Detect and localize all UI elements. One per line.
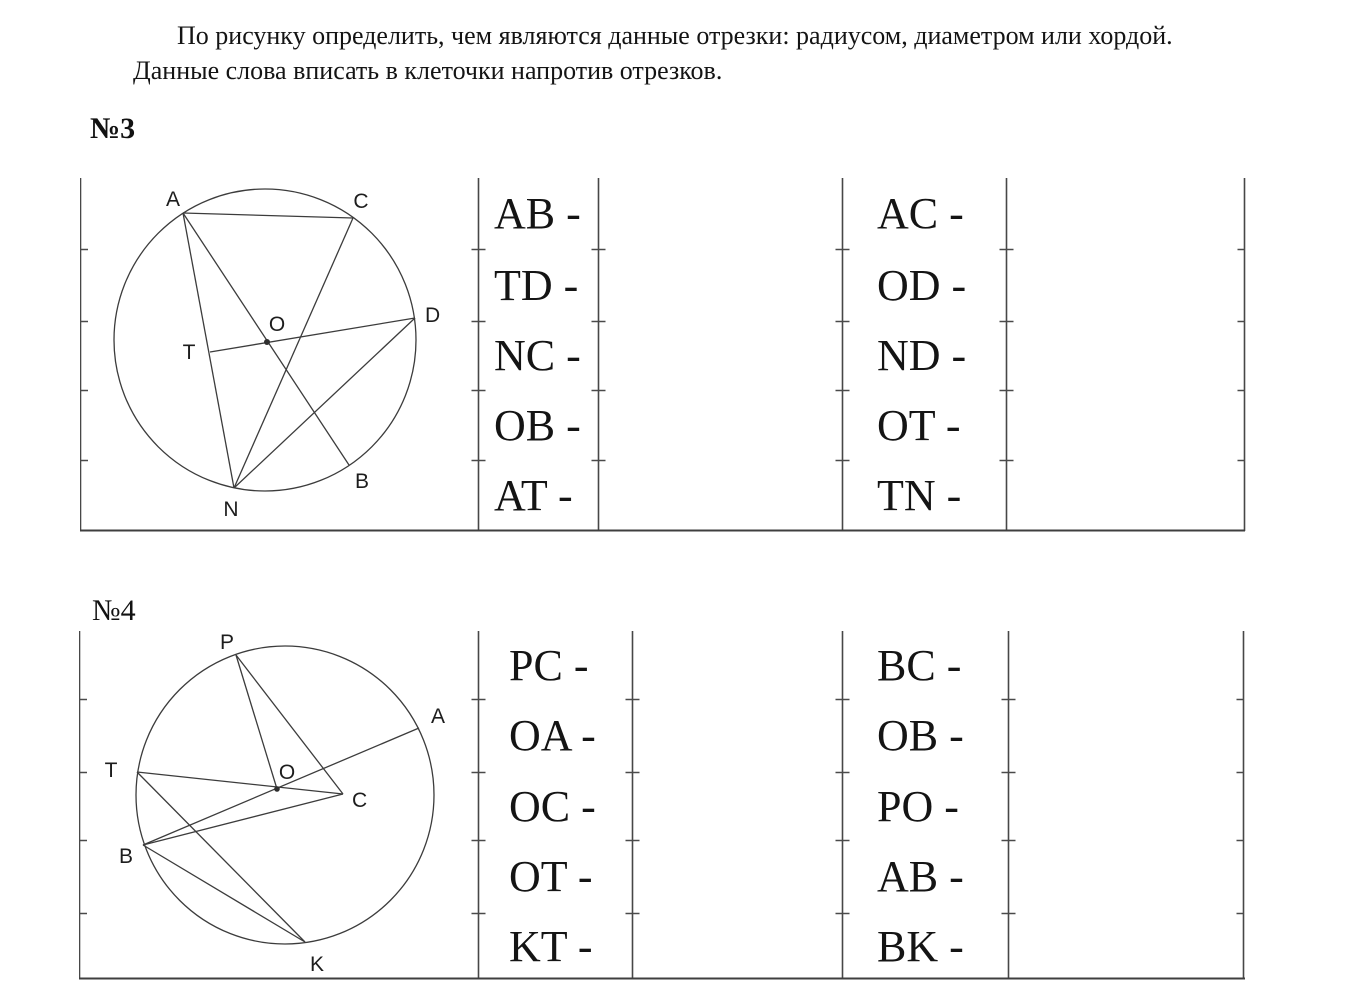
ex4-answer-cell-kt[interactable] <box>632 913 842 979</box>
segment-label-cell: OB - <box>877 711 964 760</box>
segment-label-cell: AB - <box>877 852 964 901</box>
ex4-answer-cell-ot[interactable] <box>632 840 842 913</box>
exercise-4-number: №4 <box>92 594 136 627</box>
ex4-answer-cell-ab[interactable] <box>1008 840 1244 913</box>
segment-label-cell: PC - <box>509 640 589 690</box>
segment-po-line <box>235 654 278 790</box>
point-label-a: A <box>166 188 180 211</box>
ex4-answer-cell-bc[interactable] <box>1008 631 1244 699</box>
center-label-o: O <box>269 313 285 336</box>
ex3-answer-cell-td[interactable] <box>598 249 842 321</box>
segment-label-cell: KT - <box>509 921 593 971</box>
ex3-answer-cell-tn[interactable] <box>1006 460 1244 531</box>
chord-an-line <box>182 212 235 489</box>
segment-label-cell: OT - <box>877 400 961 450</box>
diameter-ba-line <box>142 727 420 846</box>
point-label-d: D <box>425 304 440 327</box>
point-label-c: C <box>353 190 368 213</box>
chord-ac-line <box>182 212 354 219</box>
instructions: По рисунку определить, чем являются данн… <box>133 18 1323 88</box>
segment-label-cell: NC - <box>494 331 581 380</box>
point-label-b: B <box>355 470 369 493</box>
ex4-answer-cell-bk[interactable] <box>1008 913 1244 979</box>
point-label-c: C <box>352 789 367 812</box>
instruction-line-1: По рисунку определить, чем являются данн… <box>177 21 1173 50</box>
segment-label-cell: AB - <box>494 189 581 238</box>
ex3-answer-cell-nc[interactable] <box>598 321 842 390</box>
circle-outline <box>135 645 435 945</box>
ex3-answer-cell-od[interactable] <box>1006 249 1244 321</box>
segment-label-cell: BK - <box>877 921 964 971</box>
point-label-a: A <box>431 705 445 728</box>
table-4-vertical-rules <box>79 631 1245 979</box>
ex3-answer-cell-nd[interactable] <box>1006 321 1244 390</box>
chord-bk-line <box>142 844 306 943</box>
segment-pc-line <box>235 654 344 795</box>
point-label-n: N <box>223 498 238 521</box>
ex4-answer-cell-oc[interactable] <box>632 772 842 840</box>
point-label-p: P <box>220 631 234 654</box>
exercise-3-number: №3 <box>90 112 136 145</box>
segment-label-cell: AC - <box>877 189 964 238</box>
diameter-ab-line <box>182 212 350 466</box>
segment-label-cell: OC - <box>509 781 596 831</box>
ex3-answer-cell-at[interactable] <box>598 460 842 531</box>
figure-3: A C D B N O T <box>113 188 440 521</box>
segment-label-cell: AT - <box>494 471 573 520</box>
table-4-row-ticks <box>79 698 1244 915</box>
chord-tk-line <box>136 771 306 943</box>
chord-nc-line <box>233 217 354 489</box>
ex4-answer-cell-oa[interactable] <box>632 699 842 772</box>
ex3-answer-cell-ot[interactable] <box>1006 390 1244 460</box>
instruction-line-2: Данные слова вписать в клеточки напротив… <box>133 56 723 85</box>
segment-td-line <box>209 317 416 353</box>
ex4-answer-cell-po[interactable] <box>1008 772 1244 840</box>
segment-tc-line <box>136 771 344 795</box>
segment-label-cell: TD - <box>494 260 579 310</box>
point-label-t: T <box>105 759 118 782</box>
ex3-answer-cell-ab[interactable] <box>598 178 842 249</box>
table-3-grid <box>80 178 1246 532</box>
figure-4: P A T O C B K <box>105 631 445 976</box>
table-3-row-ticks <box>80 248 1245 462</box>
circle-outline <box>113 188 417 492</box>
segment-bc-line <box>142 793 344 846</box>
table-3-vertical-rules <box>80 178 1246 531</box>
segment-label-cell: BC - <box>877 640 962 690</box>
point-label-k: K <box>310 953 324 976</box>
ex3-answer-cell-ob[interactable] <box>598 390 842 460</box>
ex4-answer-cell-pc[interactable] <box>632 631 842 699</box>
center-dot <box>264 339 270 345</box>
center-label-o: O <box>279 761 295 784</box>
ex4-answer-cell-ob[interactable] <box>1008 699 1244 772</box>
point-label-b: B <box>119 845 133 868</box>
segment-label-cell: OD - <box>877 260 967 310</box>
segment-label-cell: OT - <box>509 852 593 901</box>
segment-label-cell: ND - <box>877 331 967 380</box>
segment-label-cell: PO - <box>877 781 959 831</box>
point-label-t: T <box>183 341 196 364</box>
segment-label-cell: OB - <box>494 400 581 450</box>
segment-label-cell: TN - <box>877 471 962 520</box>
table-4-grid <box>79 631 1245 980</box>
segment-label-cell: OA - <box>509 711 596 760</box>
center-dot <box>274 786 280 792</box>
chord-nd-line <box>233 317 416 489</box>
ex3-answer-cell-ac[interactable] <box>1006 178 1244 249</box>
